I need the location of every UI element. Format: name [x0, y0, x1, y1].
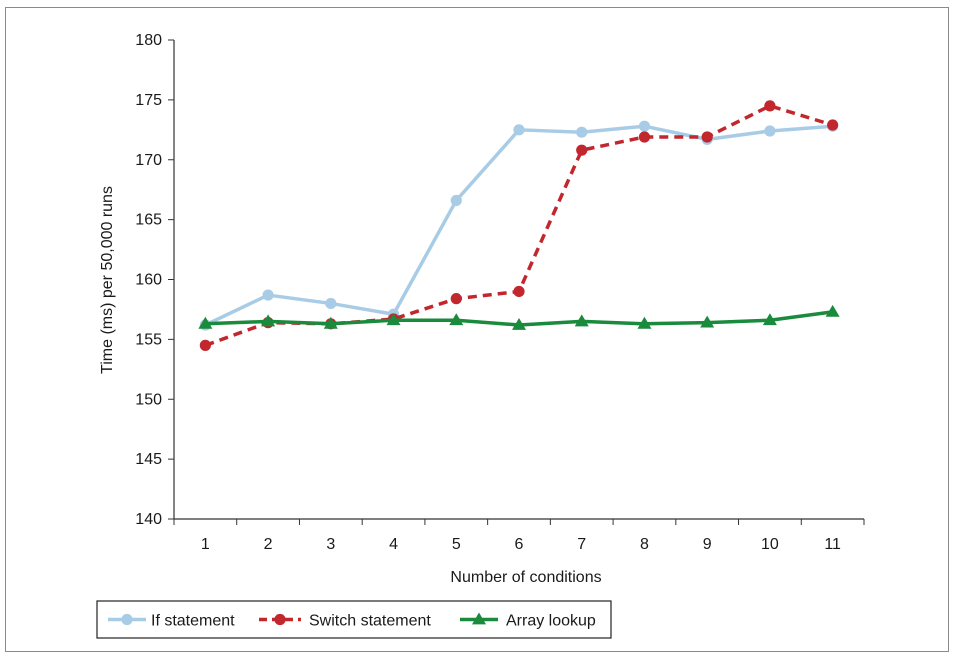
x-tick-label: 7	[577, 536, 586, 553]
x-tick-label: 2	[264, 536, 273, 553]
data-point	[121, 613, 133, 626]
data-point	[386, 313, 401, 326]
y-tick-label: 145	[135, 451, 162, 468]
legend-label: If statement	[151, 613, 235, 630]
y-tick-label: 155	[135, 331, 162, 348]
series-line	[204, 104, 834, 348]
x-axis-label: Number of conditions	[450, 569, 601, 586]
data-point	[825, 304, 840, 317]
data-point	[274, 613, 286, 626]
data-point	[576, 126, 588, 138]
legend: If statement Switch statement Array lookup	[96, 600, 612, 639]
data-point	[700, 315, 715, 328]
series-if-statement	[199, 120, 839, 331]
legend-item: If statement	[108, 613, 235, 630]
y-tick-label: 150	[135, 391, 162, 408]
legend-item: Array lookup	[460, 612, 596, 630]
x-tick-label: 6	[515, 536, 524, 553]
data-point	[574, 314, 589, 327]
data-point	[827, 119, 839, 131]
x-tick-label: 4	[389, 536, 398, 553]
x-tick-label: 1	[201, 536, 210, 553]
series-array-lookup	[198, 304, 840, 330]
data-point	[449, 313, 464, 326]
data-point	[325, 297, 337, 310]
data-point	[450, 293, 462, 305]
data-point	[198, 316, 213, 329]
legend-box	[96, 600, 612, 639]
x-tick-label: 3	[326, 536, 335, 553]
legend-label: Switch statement	[309, 613, 431, 630]
y-axis-label: Time (ms) per 50,000 runs	[99, 186, 116, 374]
legend-item: Switch statement	[259, 613, 431, 630]
data-point	[638, 131, 651, 143]
tick-labels: 140 145 150 155 160 165 170 175 180 1 2 3 4 5 6 7 8 9 10 11	[135, 32, 841, 553]
series-switch-statement	[199, 100, 839, 351]
data-point	[576, 144, 588, 156]
data-point	[764, 100, 776, 112]
y-tick-label: 165	[135, 212, 162, 229]
data-point	[513, 124, 525, 136]
x-tick-label: 8	[640, 536, 649, 553]
data-point	[513, 285, 525, 298]
data-point	[512, 318, 526, 330]
x-tick-label: 9	[703, 536, 712, 553]
data-point	[199, 339, 211, 351]
y-tick-label: 140	[135, 511, 162, 528]
x-tick-label: 10	[761, 536, 779, 553]
data-point	[472, 612, 486, 625]
data-point	[762, 313, 777, 326]
data-point	[638, 120, 651, 132]
data-point	[701, 131, 713, 143]
data-point	[450, 194, 462, 207]
y-tick-label: 175	[135, 92, 162, 109]
data-point	[262, 289, 274, 301]
data-point	[764, 125, 776, 137]
x-tick-label: 11	[824, 536, 841, 553]
data-point	[261, 314, 276, 327]
y-tick-label: 180	[135, 32, 162, 49]
y-tick-label: 160	[135, 272, 162, 289]
data-point	[637, 316, 652, 329]
chart-frame	[5, 7, 949, 652]
series-layer	[198, 100, 840, 351]
y-tick-label: 170	[135, 152, 162, 169]
legend-label: Array lookup	[506, 613, 596, 630]
data-point	[323, 316, 338, 329]
x-tick-label: 5	[452, 536, 461, 553]
axes	[168, 39, 865, 525]
